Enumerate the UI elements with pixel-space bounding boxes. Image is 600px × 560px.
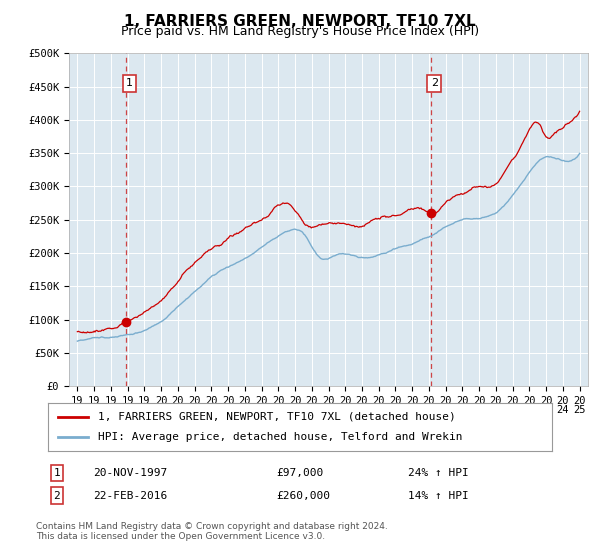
Text: Contains HM Land Registry data © Crown copyright and database right 2024.
This d: Contains HM Land Registry data © Crown c… [36,522,388,542]
Text: 14% ↑ HPI: 14% ↑ HPI [408,491,469,501]
Text: 2: 2 [53,491,61,501]
Text: 22-FEB-2016: 22-FEB-2016 [93,491,167,501]
Text: Price paid vs. HM Land Registry's House Price Index (HPI): Price paid vs. HM Land Registry's House … [121,25,479,38]
Text: 20-NOV-1997: 20-NOV-1997 [93,468,167,478]
Text: 2: 2 [431,78,438,88]
Text: £97,000: £97,000 [276,468,323,478]
Text: 1: 1 [126,78,133,88]
Text: 1: 1 [53,468,61,478]
Text: HPI: Average price, detached house, Telford and Wrekin: HPI: Average price, detached house, Telf… [98,432,463,442]
Text: 24% ↑ HPI: 24% ↑ HPI [408,468,469,478]
Text: £260,000: £260,000 [276,491,330,501]
Text: 1, FARRIERS GREEN, NEWPORT, TF10 7XL: 1, FARRIERS GREEN, NEWPORT, TF10 7XL [124,14,476,29]
Text: 1, FARRIERS GREEN, NEWPORT, TF10 7XL (detached house): 1, FARRIERS GREEN, NEWPORT, TF10 7XL (de… [98,412,456,422]
